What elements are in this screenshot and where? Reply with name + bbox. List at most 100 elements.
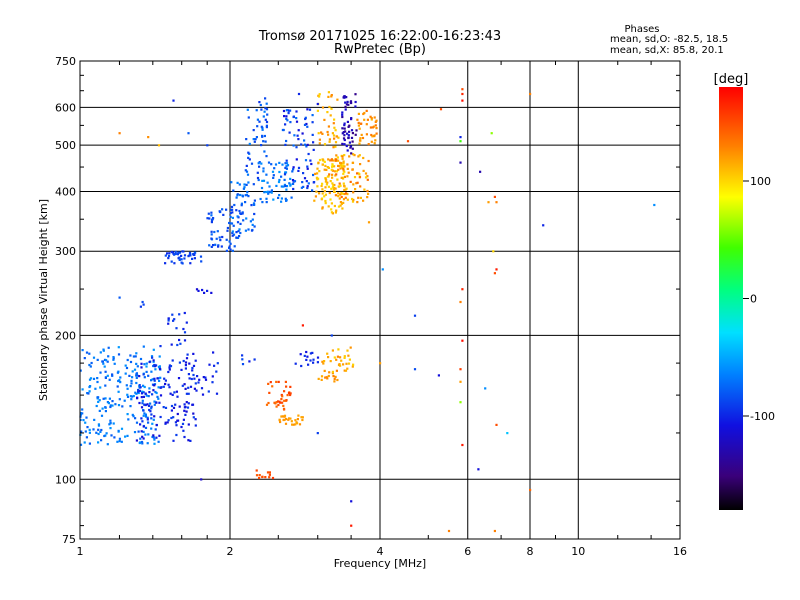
- data-point: [339, 184, 342, 187]
- data-point: [285, 115, 288, 118]
- data-point: [331, 173, 334, 176]
- data-point: [289, 109, 292, 112]
- data-point: [459, 136, 462, 139]
- data-point: [215, 392, 219, 395]
- data-point: [176, 395, 179, 398]
- colorbar-title: [deg]: [714, 72, 749, 87]
- data-point: [225, 238, 228, 241]
- data-point: [220, 245, 223, 248]
- data-point: [187, 255, 190, 258]
- data-point: [151, 393, 154, 396]
- data-point: [106, 360, 109, 363]
- data-point: [210, 237, 213, 240]
- data-point: [342, 164, 345, 167]
- y-tick-label: 300: [55, 245, 76, 258]
- chart-title: Tromsø 20171025 16:22:00-16:23:43: [258, 29, 501, 44]
- data-point: [146, 442, 149, 445]
- data-point: [343, 143, 346, 146]
- data-point: [312, 148, 315, 151]
- data-point: [127, 418, 130, 421]
- data-point: [362, 156, 365, 160]
- data-point: [370, 117, 373, 120]
- data-point: [174, 252, 177, 255]
- data-point: [348, 141, 351, 144]
- data-point: [95, 404, 98, 408]
- data-point: [192, 416, 195, 419]
- data-point: [86, 426, 89, 429]
- data-point: [459, 140, 462, 143]
- data-point: [201, 393, 205, 396]
- data-point: [173, 262, 176, 265]
- data-point: [282, 109, 286, 113]
- data-point: [184, 361, 188, 364]
- data-point: [314, 172, 317, 175]
- data-point: [529, 488, 532, 492]
- data-point: [265, 197, 268, 200]
- data-point: [437, 374, 440, 377]
- data-point: [252, 138, 255, 141]
- data-point: [324, 180, 327, 183]
- data-point: [168, 368, 171, 371]
- data-point: [332, 188, 335, 191]
- data-point: [353, 176, 357, 179]
- data-point: [330, 158, 333, 161]
- data-point: [343, 138, 346, 142]
- data-point: [324, 193, 327, 196]
- data-point: [245, 193, 249, 196]
- data-point: [283, 399, 286, 402]
- data-point: [252, 129, 255, 132]
- data-point: [250, 229, 254, 232]
- data-point: [210, 245, 213, 248]
- data-point: [253, 225, 256, 228]
- data-point: [112, 356, 115, 359]
- data-point: [232, 189, 235, 192]
- data-point: [153, 379, 156, 382]
- data-point: [307, 182, 310, 185]
- data-point: [342, 172, 345, 175]
- data-point: [264, 97, 267, 100]
- data-point: [162, 385, 165, 388]
- data-point: [351, 197, 354, 201]
- data-point: [183, 383, 186, 386]
- data-point: [141, 420, 144, 423]
- data-point: [317, 177, 320, 180]
- data-point: [277, 403, 280, 407]
- data-point: [141, 399, 144, 402]
- data-point: [139, 386, 142, 389]
- data-point: [138, 384, 141, 387]
- colorbar-ticks: 100 0 -100: [743, 175, 775, 423]
- data-point: [342, 167, 345, 170]
- data-point: [182, 418, 185, 421]
- data-point: [333, 126, 336, 129]
- data-point: [342, 201, 345, 204]
- data-point: [259, 103, 262, 107]
- data-point: [357, 196, 360, 199]
- data-point: [294, 419, 297, 422]
- y-tick-label: 200: [55, 329, 76, 342]
- x-axis-ticks: 1 2 4 6 8 10 16: [77, 61, 687, 558]
- data-point: [323, 168, 326, 171]
- data-point: [221, 208, 224, 211]
- data-point: [346, 100, 349, 103]
- data-point: [348, 124, 351, 127]
- data-point: [150, 407, 153, 410]
- data-point: [83, 357, 86, 360]
- data-point: [281, 128, 284, 132]
- data-point: [97, 400, 100, 403]
- data-point: [182, 429, 185, 432]
- data-point: [331, 370, 334, 373]
- data-point: [295, 117, 298, 120]
- data-point: [183, 254, 187, 257]
- data-point: [146, 418, 149, 421]
- data-point: [359, 185, 362, 188]
- data-point: [459, 300, 462, 304]
- data-point: [321, 206, 324, 209]
- data-point: [247, 228, 250, 231]
- data-point: [283, 178, 286, 181]
- data-point: [88, 442, 91, 445]
- data-point: [345, 362, 348, 365]
- data-point: [123, 399, 126, 402]
- data-point: [121, 405, 124, 408]
- data-point: [144, 426, 148, 429]
- data-point: [269, 381, 272, 384]
